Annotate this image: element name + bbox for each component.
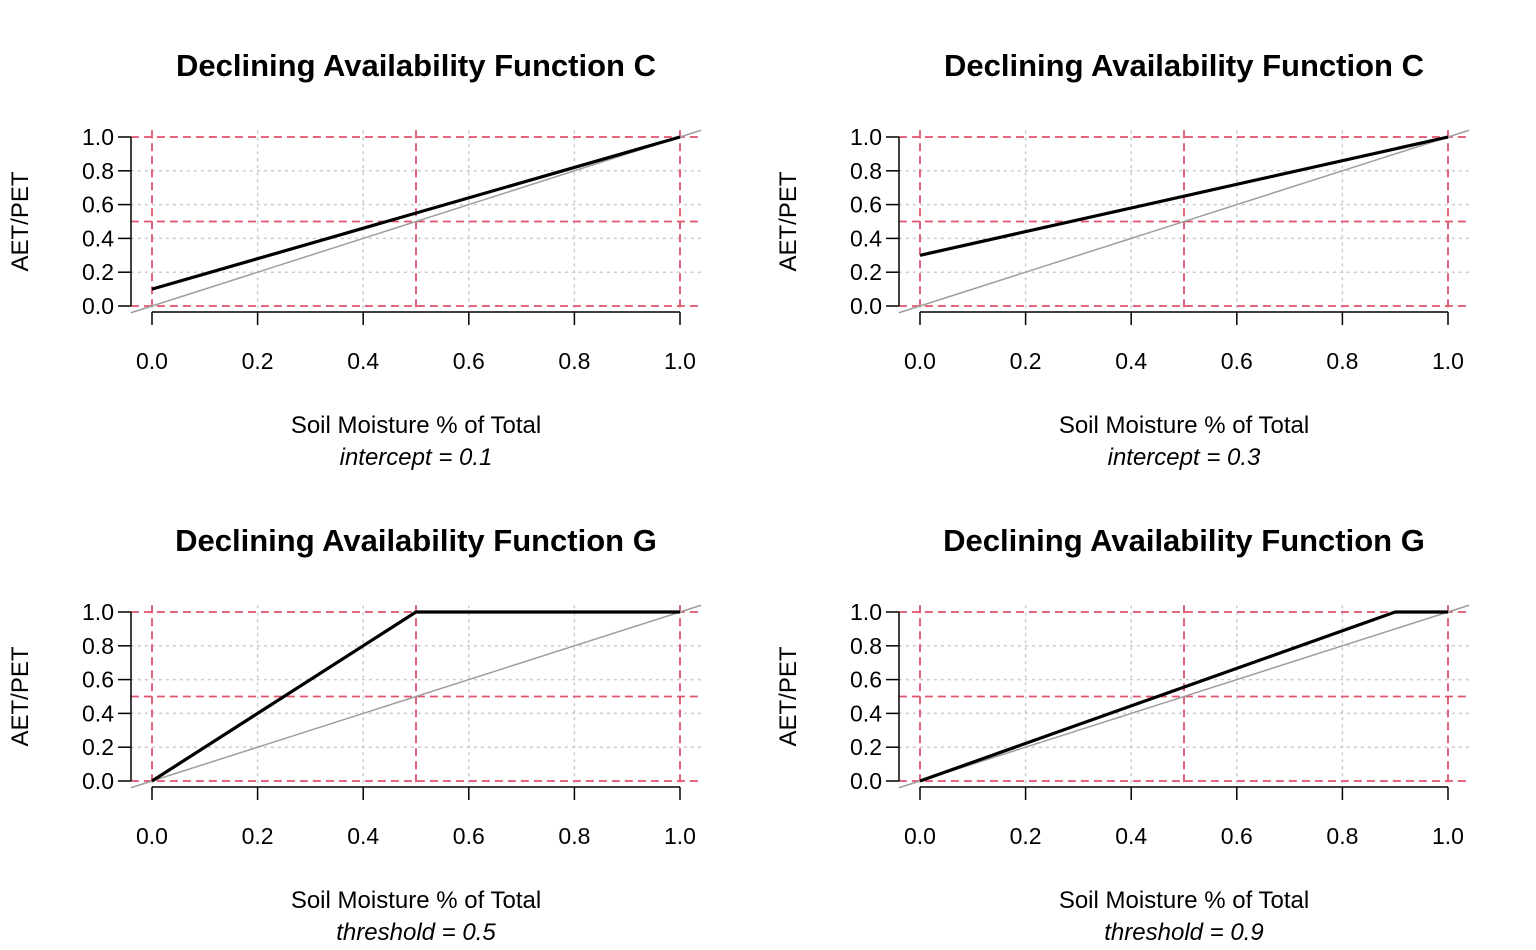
function-line <box>919 135 1449 257</box>
y-tick-label: 0.4 <box>82 700 114 726</box>
x-axis: 0.0 0.2 0.4 0.6 0.8 1.0 <box>136 786 696 849</box>
x-tick-label: 0.0 <box>136 823 168 849</box>
x-tick-label: 0.2 <box>1010 823 1042 849</box>
y-axis-label: AET/PET <box>775 171 802 271</box>
y-tick-label: 0.4 <box>82 225 114 251</box>
x-axis: 0.0 0.2 0.4 0.6 0.8 1.0 <box>136 311 696 374</box>
x-axis-label: Soil Moisture % of Total <box>291 887 541 914</box>
x-tick-label: 0.6 <box>1221 823 1253 849</box>
x-tick-label: 0.0 <box>904 823 936 849</box>
chart-panel-4: Declining Availability Function G0.00.20… <box>775 523 1470 946</box>
x-tick-label: 0.4 <box>1115 823 1147 849</box>
identity-line <box>898 604 1470 789</box>
y-tick-label: 1.0 <box>82 124 114 150</box>
x-tick-label: 1.0 <box>1432 348 1464 374</box>
y-tick-label: 0.2 <box>850 734 882 760</box>
x-tick-label: 0.6 <box>1221 348 1253 374</box>
y-axis-label: AET/PET <box>775 646 802 746</box>
y-axis: 0.0 0.2 0.4 0.6 0.8 1.0 <box>82 124 132 319</box>
y-tick-label: 0.0 <box>82 768 114 794</box>
chart-panel-1: Declining Availability Function C0.00.20… <box>7 48 702 471</box>
x-tick-label: 0.2 <box>242 823 274 849</box>
x-tick-label: 0.0 <box>136 348 168 374</box>
identity-line <box>130 129 702 314</box>
chart-title: Declining Availability Function C <box>944 48 1424 83</box>
x-tick-label: 0.0 <box>904 348 936 374</box>
y-tick-label: 0.4 <box>850 700 882 726</box>
x-tick-label: 0.4 <box>347 348 379 374</box>
chart-title: Declining Availability Function C <box>176 48 656 83</box>
function-line <box>919 610 1448 783</box>
x-axis-label: Soil Moisture % of Total <box>1059 412 1309 439</box>
x-tick-label: 1.0 <box>1432 823 1464 849</box>
chart-subtitle: intercept = 0.1 <box>340 444 493 471</box>
y-axis: 0.0 0.2 0.4 0.6 0.8 1.0 <box>850 599 900 794</box>
x-tick-label: 0.4 <box>1115 348 1147 374</box>
x-tick-label: 0.6 <box>453 348 485 374</box>
chart-title: Declining Availability Function G <box>175 523 657 558</box>
y-tick-label: 0.0 <box>850 293 882 319</box>
y-tick-label: 0.0 <box>82 293 114 319</box>
y-tick-label: 0.8 <box>82 633 114 659</box>
y-tick-label: 1.0 <box>82 599 114 625</box>
x-axis: 0.0 0.2 0.4 0.6 0.8 1.0 <box>904 311 1464 374</box>
x-tick-label: 0.8 <box>1326 348 1358 374</box>
x-tick-label: 0.2 <box>1010 348 1042 374</box>
x-axis: 0.0 0.2 0.4 0.6 0.8 1.0 <box>904 786 1464 849</box>
x-tick-label: 0.6 <box>453 823 485 849</box>
identity-line <box>898 129 1470 314</box>
chart-subtitle: threshold = 0.5 <box>336 919 496 946</box>
y-tick-label: 0.8 <box>850 633 882 659</box>
x-tick-label: 1.0 <box>664 348 696 374</box>
y-tick-label: 1.0 <box>850 599 882 625</box>
y-tick-label: 0.2 <box>82 259 114 285</box>
y-tick-label: 0.6 <box>82 192 114 218</box>
y-tick-label: 0.6 <box>82 667 114 693</box>
chart-subtitle: threshold = 0.9 <box>1104 919 1263 946</box>
chart-subtitle: intercept = 0.3 <box>1108 444 1261 471</box>
identity-line <box>130 604 702 789</box>
chart-panel-2: Declining Availability Function C0.00.20… <box>775 48 1470 471</box>
y-axis-label: AET/PET <box>7 646 34 746</box>
x-tick-label: 0.8 <box>558 348 590 374</box>
y-tick-label: 0.2 <box>850 259 882 285</box>
reference-lines <box>130 130 702 313</box>
x-axis-label: Soil Moisture % of Total <box>1059 887 1309 914</box>
x-tick-label: 0.4 <box>347 823 379 849</box>
y-tick-label: 0.8 <box>82 158 114 184</box>
x-tick-label: 0.8 <box>1326 823 1358 849</box>
y-axis-label: AET/PET <box>7 171 34 271</box>
y-axis: 0.0 0.2 0.4 0.6 0.8 1.0 <box>850 124 900 319</box>
y-axis: 0.0 0.2 0.4 0.6 0.8 1.0 <box>82 599 132 794</box>
chart-panel-3: Declining Availability Function G0.00.20… <box>7 523 702 946</box>
reference-lines <box>898 605 1470 788</box>
y-tick-label: 1.0 <box>850 124 882 150</box>
y-tick-label: 0.6 <box>850 667 882 693</box>
function-line <box>151 135 681 291</box>
x-tick-label: 0.2 <box>242 348 274 374</box>
y-tick-label: 0.6 <box>850 192 882 218</box>
y-tick-label: 0.4 <box>850 225 882 251</box>
function-line <box>151 610 680 783</box>
y-tick-label: 0.2 <box>82 734 114 760</box>
chart-title: Declining Availability Function G <box>943 523 1425 558</box>
x-axis-label: Soil Moisture % of Total <box>291 412 541 439</box>
y-tick-label: 0.0 <box>850 768 882 794</box>
x-tick-label: 0.8 <box>558 823 590 849</box>
x-tick-label: 1.0 <box>664 823 696 849</box>
y-tick-label: 0.8 <box>850 158 882 184</box>
